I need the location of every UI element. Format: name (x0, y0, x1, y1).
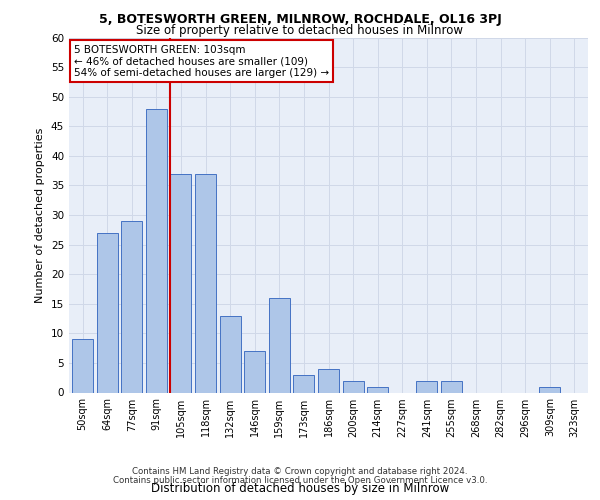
Bar (72, 339, 93, 392)
Bar (367, 386, 388, 392)
Bar (318, 369, 339, 392)
Bar (441, 380, 462, 392)
Text: Size of property relative to detached houses in Milnrow: Size of property relative to detached ho… (137, 24, 464, 37)
Bar (539, 386, 560, 392)
Bar (293, 375, 314, 392)
Bar (220, 316, 241, 392)
Text: 5, BOTESWORTH GREEN, MILNROW, ROCHDALE, OL16 3PJ: 5, BOTESWORTH GREEN, MILNROW, ROCHDALE, … (98, 12, 502, 26)
Bar (416, 380, 437, 392)
Text: 5 BOTESWORTH GREEN: 103sqm
← 46% of detached houses are smaller (109)
54% of sem: 5 BOTESWORTH GREEN: 103sqm ← 46% of deta… (74, 44, 329, 78)
Bar (121, 221, 142, 392)
Text: Contains HM Land Registry data © Crown copyright and database right 2024.: Contains HM Land Registry data © Crown c… (132, 467, 468, 476)
Text: Distribution of detached houses by size in Milnrow: Distribution of detached houses by size … (151, 482, 449, 495)
Bar (97, 233, 118, 392)
Bar (343, 380, 364, 392)
Bar (170, 174, 191, 392)
Bar (195, 174, 216, 392)
Bar (269, 298, 290, 392)
Bar (146, 108, 167, 393)
Bar (244, 351, 265, 393)
Text: Contains public sector information licensed under the Open Government Licence v3: Contains public sector information licen… (113, 476, 487, 485)
Y-axis label: Number of detached properties: Number of detached properties (35, 128, 46, 302)
